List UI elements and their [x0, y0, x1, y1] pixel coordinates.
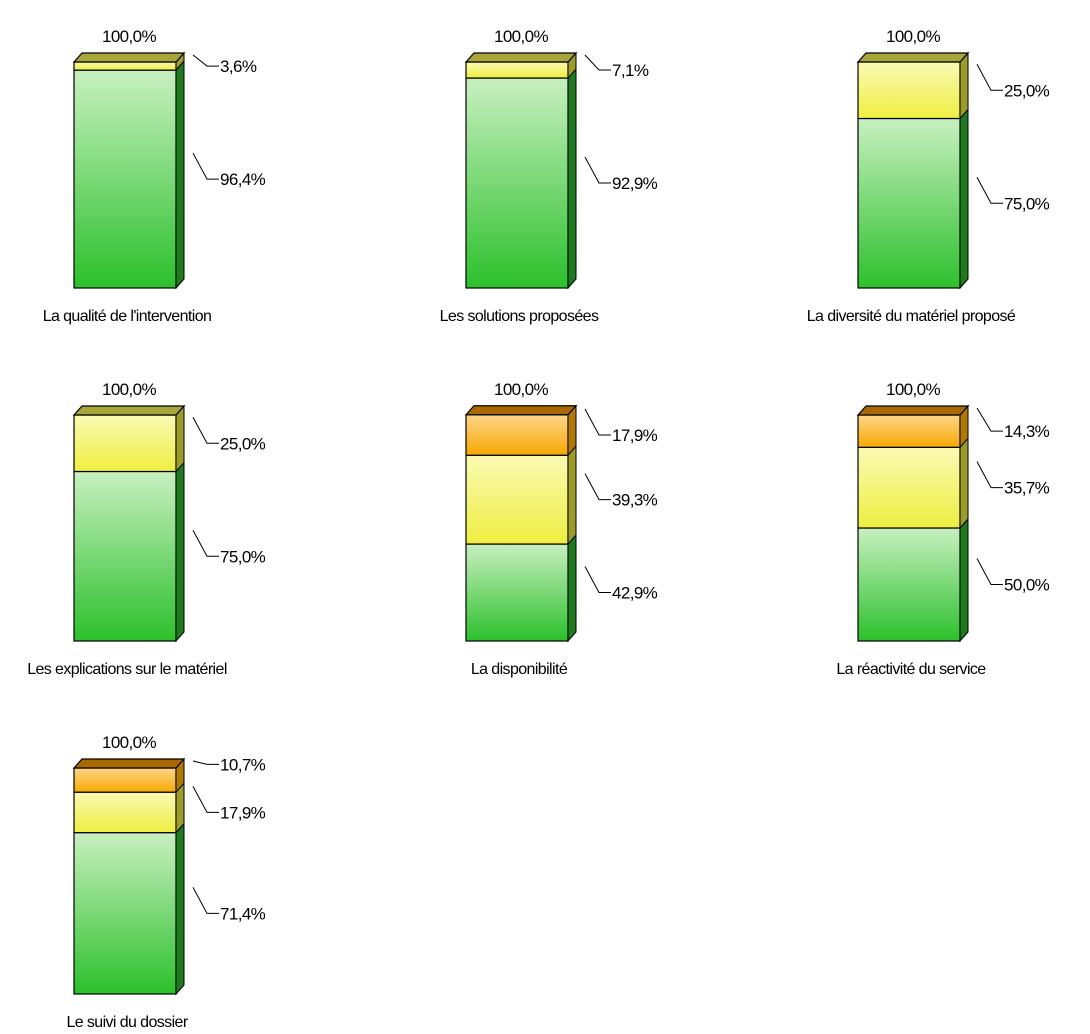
segment-value-label: 14,3% — [1004, 422, 1050, 441]
bar-side-middle — [959, 437, 969, 530]
bar-side-bottom — [175, 461, 185, 643]
segment-value-label: 17,9% — [612, 426, 658, 445]
bar-side-middle — [567, 444, 577, 546]
segment-value-label: 35,7% — [1004, 479, 1050, 498]
category-label: Les explications sur le matériel — [27, 661, 227, 678]
bar-segment-top — [73, 767, 177, 793]
chart-3: 100,0% 75,0% 25,0% La diversité du matériel… — [807, 27, 1051, 325]
bar-top-cap — [856, 52, 970, 63]
bar-segment-middle — [73, 791, 177, 834]
leader-line — [192, 786, 219, 813]
bar-segment-bottom — [857, 117, 961, 289]
leader-line — [976, 64, 1003, 91]
bar-side-middle — [175, 404, 185, 473]
segment-value-label: 96,4% — [220, 170, 266, 189]
bar-segment-bottom — [857, 527, 961, 642]
bar-segment-top — [857, 414, 961, 448]
category-label: Les solutions proposées — [440, 308, 599, 325]
leader-line — [192, 530, 219, 557]
bar-segment-bottom — [73, 832, 177, 995]
bar-side-bottom — [959, 517, 969, 643]
total-label: 100,0% — [886, 27, 941, 46]
bar-top-cap — [72, 758, 186, 769]
segment-value-label: 71,4% — [220, 904, 266, 923]
chart-5: 100,0% 42,9% 39,3% 17,9% La disponibilité — [464, 380, 658, 678]
leader-line — [584, 566, 611, 594]
bar-top-cap — [856, 405, 970, 416]
bar-top-cap — [72, 405, 186, 416]
leader-line — [976, 407, 1003, 432]
segment-value-label: 25,0% — [1004, 81, 1050, 100]
leader-line — [192, 152, 219, 180]
segment-value-label: 3,6% — [220, 57, 257, 76]
leader-line — [976, 461, 1003, 489]
bar-top-cap — [464, 405, 578, 416]
leader-line — [192, 887, 219, 914]
bar-segment-middle — [73, 61, 177, 71]
bar-segment-top — [465, 414, 569, 456]
bar-side-bottom — [175, 822, 185, 996]
category-label: La réactivité du service — [836, 661, 986, 678]
bar-side-bottom — [959, 108, 969, 290]
bar-segment-middle — [73, 414, 177, 473]
total-label: 100,0% — [494, 27, 549, 46]
chart-6: 100,0% 50,0% 35,7% 14,3% La réactivité du se… — [836, 380, 1050, 678]
bar-side-bottom — [175, 59, 185, 290]
leader-line — [976, 558, 1003, 585]
segment-value-label: 92,9% — [612, 174, 658, 193]
bar-segment-middle — [857, 61, 961, 120]
total-label: 100,0% — [102, 733, 157, 752]
category-label: Le suivi du dossier — [66, 1014, 188, 1031]
leader-line — [584, 156, 611, 184]
bar-side-middle — [959, 51, 969, 120]
segment-value-label: 7,1% — [612, 61, 649, 80]
leader-line — [976, 177, 1003, 204]
bar-segment-middle — [465, 61, 569, 79]
segment-value-label: 39,3% — [612, 491, 658, 510]
chart-7: 100,0% 71,4% 17,9% 10,7% Le suivi du dossier — [66, 733, 266, 1031]
segment-value-label: 50,0% — [1004, 576, 1050, 595]
leader-line — [584, 54, 611, 71]
bar-segment-bottom — [73, 470, 177, 642]
segment-value-label: 75,0% — [220, 547, 266, 566]
total-label: 100,0% — [102, 27, 157, 46]
chart-2: 100,0% 92,9% 7,1% Les solutions proposées — [440, 27, 659, 325]
bar-top-cap — [464, 52, 578, 63]
bar-segment-middle — [465, 454, 569, 545]
category-label: La qualité de l'intervention — [43, 308, 212, 325]
total-label: 100,0% — [102, 380, 157, 399]
leader-line — [584, 473, 611, 501]
chart-4: 100,0% 75,0% 25,0% Les explications sur le … — [27, 380, 266, 678]
bar-side-bottom — [567, 67, 577, 290]
leader-line — [192, 760, 219, 765]
category-label: La diversité du matériel proposé — [807, 308, 1016, 325]
total-label: 100,0% — [886, 380, 941, 399]
segment-value-label: 42,9% — [612, 584, 658, 603]
chart-1: 100,0% 96,4% 3,6% La qualité de l'intervent… — [43, 27, 267, 325]
segment-value-label: 75,0% — [1004, 194, 1050, 213]
bar-side-bottom — [567, 533, 577, 643]
leader-line — [584, 408, 611, 436]
segment-value-label: 17,9% — [220, 803, 266, 822]
category-label: La disponibilité — [471, 661, 568, 678]
leader-line — [192, 417, 219, 444]
leader-line — [192, 54, 219, 67]
segment-value-label: 25,0% — [220, 434, 266, 453]
segment-value-label: 10,7% — [220, 755, 266, 774]
bar-segment-middle — [857, 446, 961, 529]
bar-segment-bottom — [465, 77, 569, 289]
total-label: 100,0% — [494, 380, 549, 399]
bar-top-cap — [72, 52, 186, 63]
bar-segment-bottom — [465, 543, 569, 642]
bar-segment-bottom — [73, 69, 177, 289]
